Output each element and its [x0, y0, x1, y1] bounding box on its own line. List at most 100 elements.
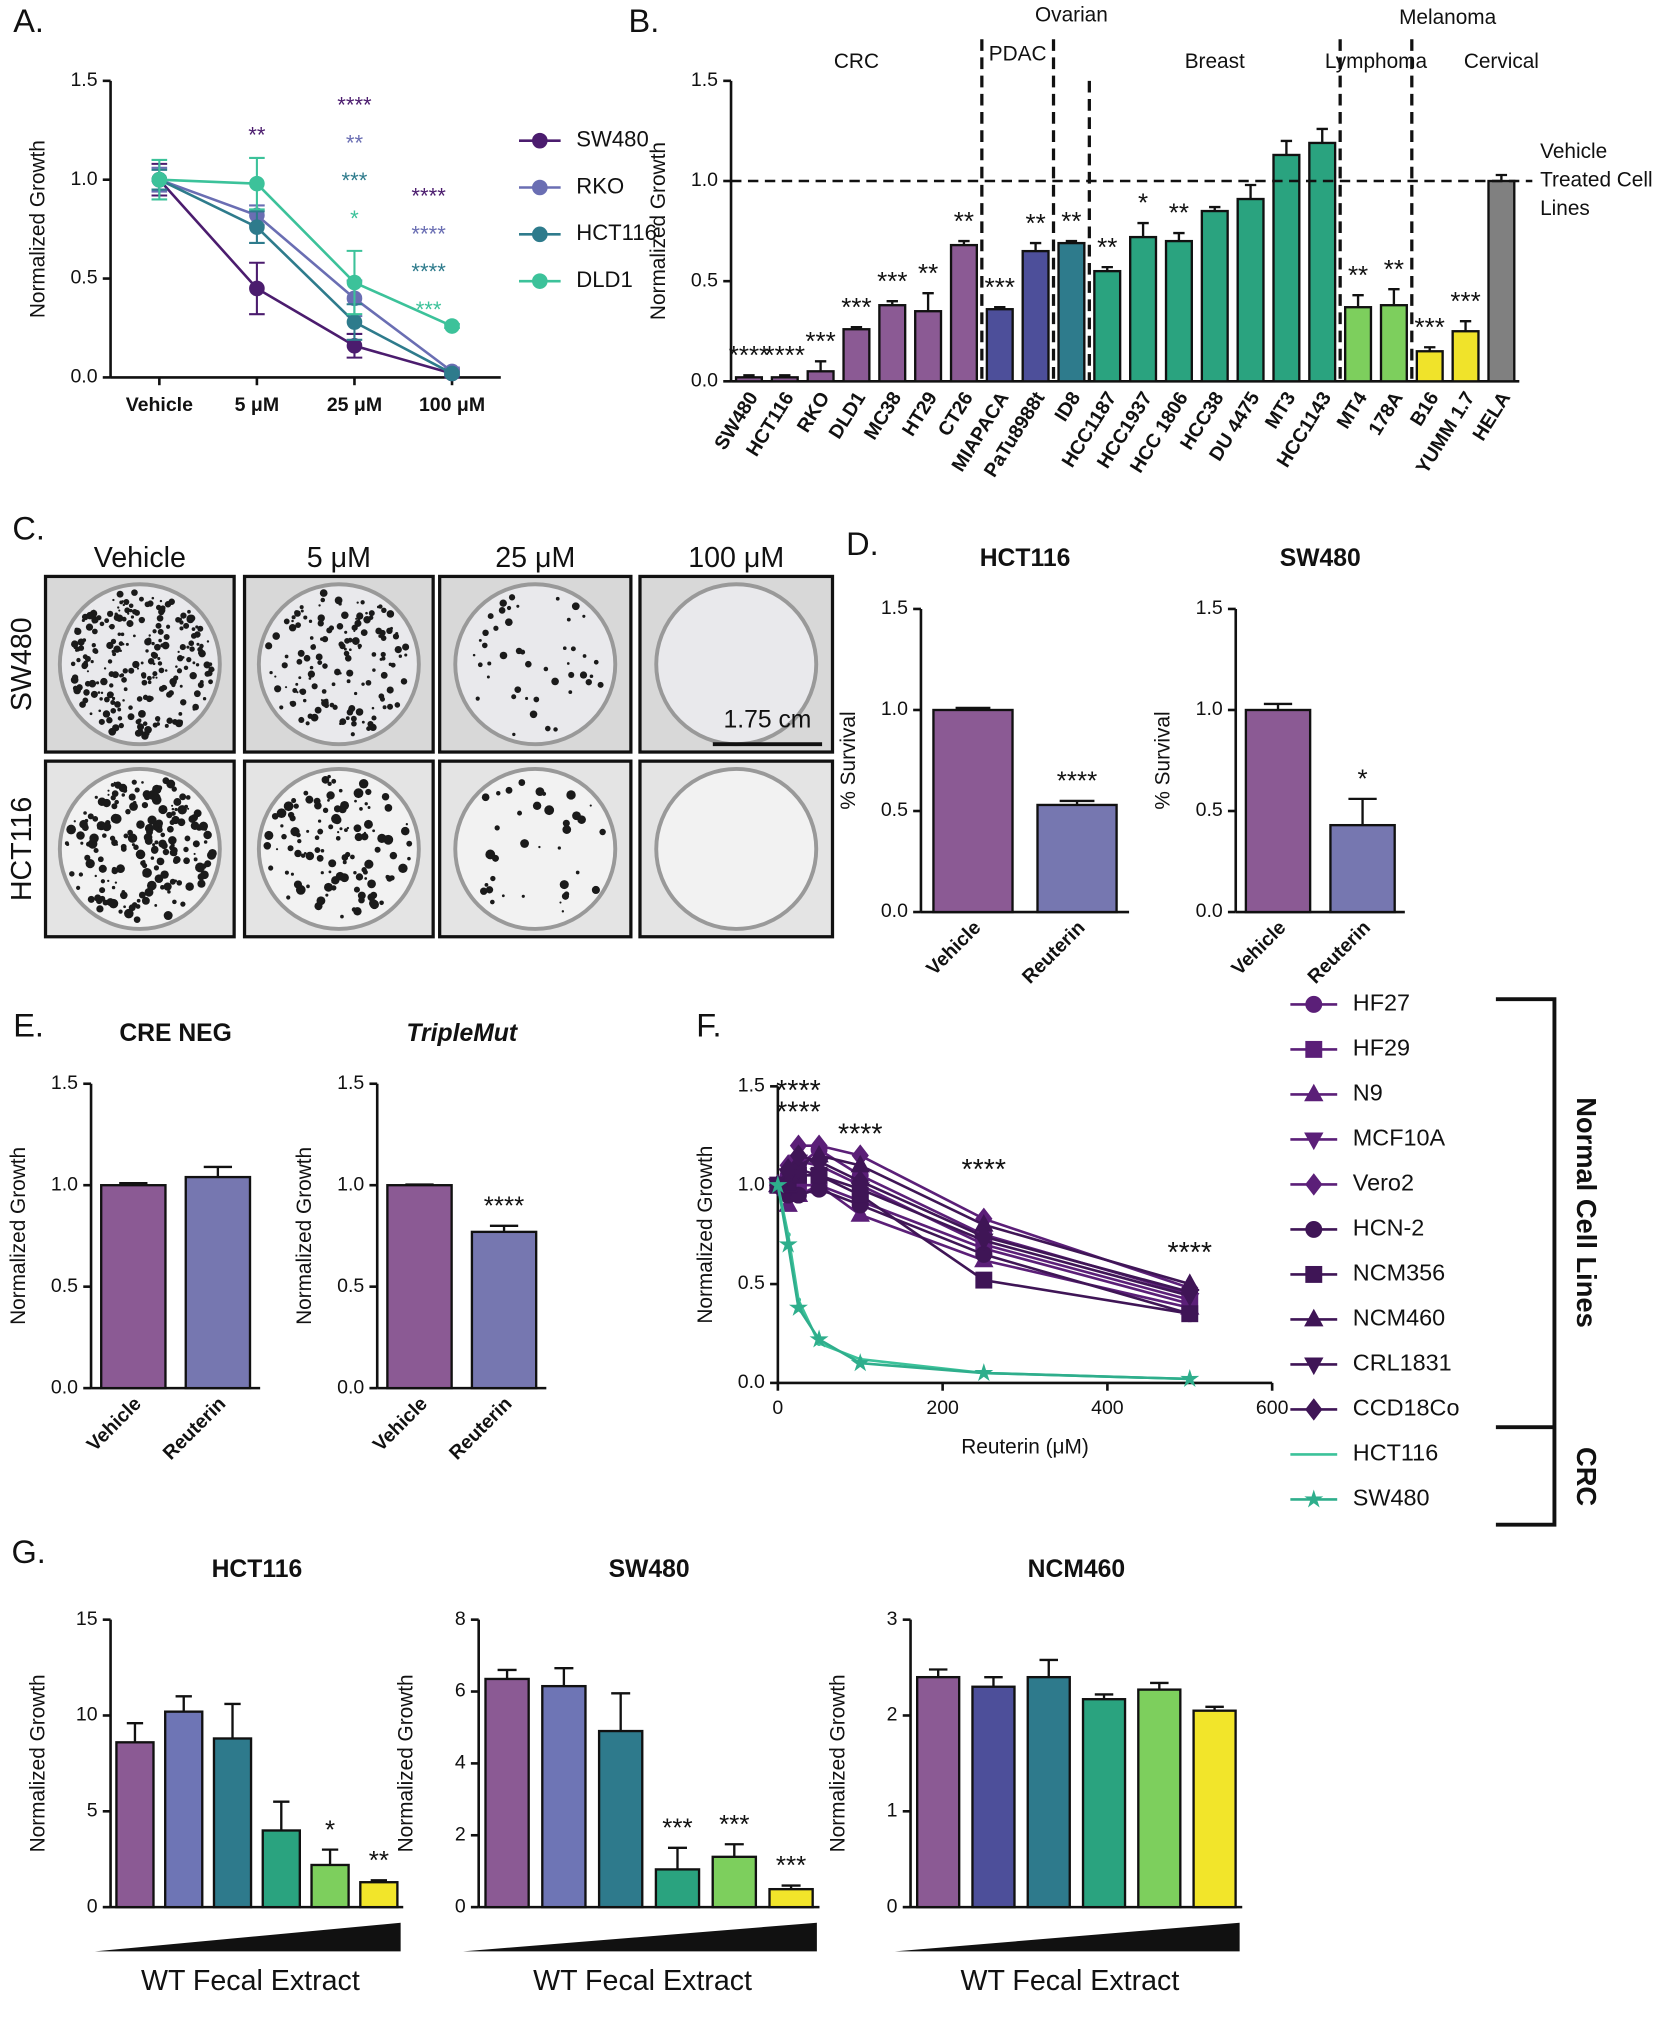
colony — [398, 654, 403, 658]
colony — [102, 833, 107, 838]
colony — [127, 713, 135, 721]
colony — [119, 649, 122, 653]
colony — [293, 880, 303, 889]
colony — [350, 732, 355, 737]
colony — [152, 671, 158, 677]
colony — [571, 602, 580, 611]
colony — [589, 674, 594, 679]
chart-title: HCT116 — [980, 545, 1071, 572]
gradient-wedge — [94, 1922, 401, 1952]
y-tick-label: 1.5 — [51, 1072, 78, 1094]
colony — [317, 828, 324, 835]
scale-bar-label: 1.75 cm — [724, 706, 812, 733]
colony — [541, 791, 547, 796]
error-bar — [497, 1668, 517, 1679]
colony — [180, 901, 186, 907]
y-tick-label: 0 — [887, 1895, 898, 1917]
colony — [379, 629, 386, 636]
bar — [115, 1741, 155, 1909]
y-axis-label: % Survival — [837, 711, 860, 809]
legend-label: HF27 — [1353, 990, 1410, 1016]
x-tick-label: Reuterin — [1018, 917, 1089, 988]
colony — [76, 684, 83, 691]
colony — [187, 609, 191, 614]
colony — [180, 699, 187, 706]
colony — [123, 833, 129, 839]
colony — [480, 887, 488, 895]
colony — [306, 829, 310, 833]
colony — [141, 679, 148, 686]
series-line — [158, 178, 453, 373]
colony — [579, 671, 588, 679]
colony — [90, 815, 93, 818]
colony — [155, 676, 158, 679]
colony — [174, 807, 178, 812]
colony — [118, 722, 124, 729]
colony — [169, 878, 176, 885]
colony — [308, 677, 312, 680]
panel-label: C. — [12, 511, 45, 547]
colony — [97, 825, 101, 830]
colony — [339, 827, 343, 831]
group-label: Melanoma — [1399, 6, 1497, 29]
colony — [184, 835, 191, 842]
y-axis-label: % Survival — [1152, 711, 1175, 809]
reference-label: Vehicle — [1540, 140, 1607, 163]
colony — [353, 870, 357, 875]
y-axis-label: Normalized Growth — [293, 1147, 316, 1325]
bar — [1026, 1675, 1071, 1909]
colony — [384, 804, 393, 812]
colony — [271, 812, 279, 820]
colony — [98, 864, 107, 873]
colony — [158, 638, 162, 643]
colony — [90, 660, 94, 664]
significance: ** — [346, 130, 364, 155]
colony — [157, 657, 161, 661]
x-tick-label: 100 μM — [419, 394, 485, 416]
marker — [850, 1353, 870, 1372]
colony — [73, 820, 76, 823]
colony — [343, 647, 347, 651]
colony — [171, 786, 177, 792]
colony — [197, 879, 206, 888]
significance: *** — [877, 266, 907, 296]
colony — [136, 820, 145, 829]
colony — [82, 654, 88, 660]
colony — [71, 640, 79, 648]
colony — [97, 856, 104, 863]
colony — [111, 803, 118, 810]
colony — [113, 645, 121, 653]
colony — [171, 804, 174, 807]
colony — [382, 705, 387, 710]
colony — [168, 836, 177, 845]
bar — [359, 1881, 399, 1909]
colony — [70, 676, 79, 684]
significance: **** — [484, 1190, 524, 1220]
bar — [1164, 239, 1193, 383]
colony — [114, 881, 118, 884]
x-tick-label: 5 μM — [235, 394, 279, 416]
colony — [499, 599, 507, 607]
colony — [331, 876, 340, 885]
significance: ** — [369, 1845, 389, 1875]
colony — [369, 899, 380, 910]
significance: ** — [1061, 206, 1081, 236]
colony — [360, 832, 369, 841]
colony — [359, 807, 363, 811]
error-bar — [994, 306, 1006, 310]
colony — [160, 842, 168, 850]
colony — [118, 609, 121, 612]
colony — [498, 607, 506, 614]
colony — [344, 655, 352, 662]
colony — [486, 675, 490, 679]
colony — [140, 672, 147, 678]
error-bar — [984, 1675, 1003, 1687]
colony — [287, 845, 294, 852]
y-tick-label: 1 — [887, 1799, 898, 1821]
colony — [122, 668, 128, 674]
colony — [179, 626, 184, 631]
colony — [274, 685, 282, 693]
colony — [179, 617, 182, 621]
significance: **** — [776, 1075, 821, 1107]
colony — [265, 642, 273, 650]
